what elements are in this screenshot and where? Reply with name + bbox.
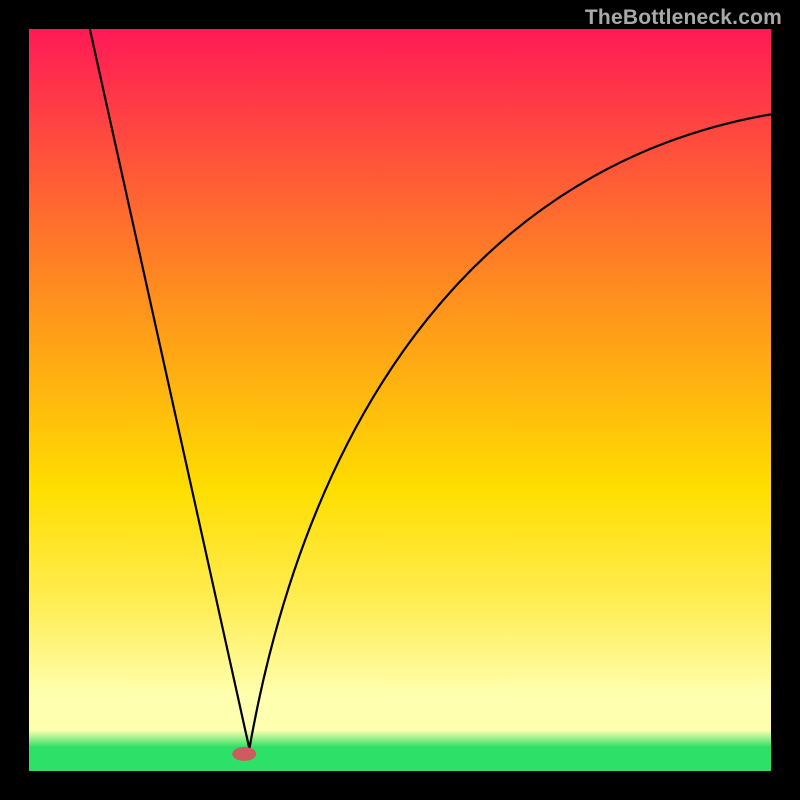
bottleneck-chart	[0, 0, 800, 800]
valley-marker	[232, 747, 256, 761]
chart-container: TheBottleneck.com	[0, 0, 800, 800]
watermark-text: TheBottleneck.com	[585, 6, 782, 30]
plot-area	[29, 29, 771, 771]
